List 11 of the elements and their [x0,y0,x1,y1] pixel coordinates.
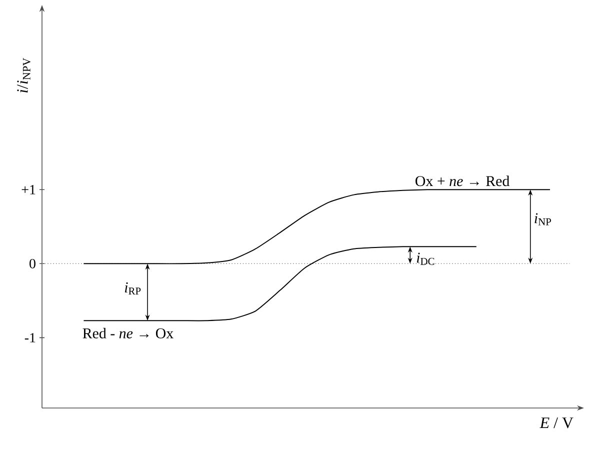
annotation: i$_{NP}$ [534,213,551,226]
y-axis-title: i/i$_{NPV}$ [17,58,30,93]
x-axis-title: E / V [540,418,574,428]
y-tick-label: -1 [24,333,36,342]
annotation: Ox + ne → Red [416,176,510,186]
line-series [83,246,477,322]
y-tick-label: 0 [30,258,36,268]
annotation: i$_{RP}$ [124,282,141,294]
annotation: Red - ne → Ox [82,328,174,338]
annotation: i$_{DC}$ [416,252,434,265]
y-tick-label: +1 [22,185,36,194]
